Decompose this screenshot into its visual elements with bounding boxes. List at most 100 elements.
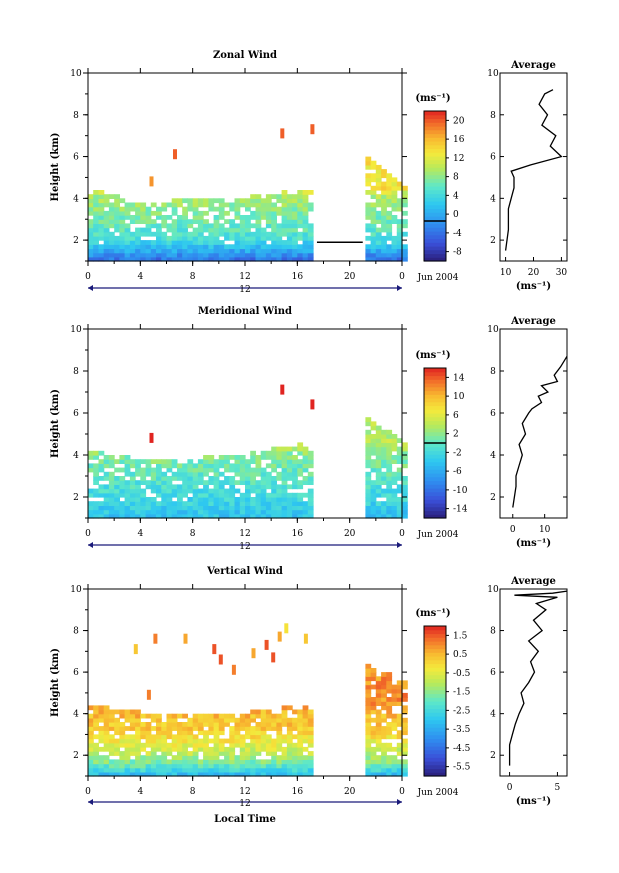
heatmap-cell: [108, 488, 115, 494]
heatmap-cell: [375, 505, 382, 511]
heatmap-cell: [93, 751, 99, 756]
colorbar-segment: [424, 133, 446, 138]
heatmap-cell: [156, 467, 162, 473]
heatmap-cell: [192, 497, 199, 502]
heatmap-cell: [365, 705, 372, 711]
heatmap-cell: [213, 746, 220, 752]
heatmap-cell: [265, 463, 272, 469]
heatmap-cell: [286, 244, 293, 250]
heatmap-cell: [297, 252, 304, 258]
heatmap-cell: [213, 484, 220, 490]
heatmap-cell: [245, 219, 251, 224]
avg-y-tick-label: 6: [490, 153, 496, 163]
heatmap-cell: [292, 505, 298, 511]
heatmap-cell: [208, 492, 215, 498]
colorbar-segment: [424, 242, 446, 247]
heatmap-cell: [276, 459, 283, 464]
heatmap-cell: [119, 509, 126, 515]
heatmap-cell: [145, 471, 152, 477]
heatmap-cell: [108, 194, 115, 199]
heatmap-cell: [103, 722, 110, 727]
heatmap-cell: [140, 742, 147, 748]
heatmap-cell: [365, 688, 372, 694]
x-tick-label: 20: [344, 272, 356, 282]
heatmap-cell: [386, 181, 393, 187]
heatmap-cell: [213, 459, 220, 464]
heatmap-cell: [297, 219, 304, 224]
heatmap-cell: [381, 746, 387, 752]
heatmap-cell: [370, 450, 377, 456]
heatmap-cell: [250, 467, 256, 473]
heatmap-cell: [402, 738, 408, 744]
heatmap-cell: [103, 484, 110, 490]
heatmap-cell: [145, 256, 152, 262]
heatmap-cell: [150, 763, 157, 769]
heatmap-cell: [365, 164, 372, 170]
heatmap-cell: [114, 467, 120, 473]
heatmap-cell: [229, 463, 236, 469]
heatmap-cell: [391, 722, 398, 727]
heatmap-cell: [396, 450, 403, 456]
heatmap-cell: [386, 501, 393, 506]
heatmap-cell: [208, 726, 215, 731]
colorbar-segment: [424, 682, 446, 687]
heatmap-cell: [161, 231, 168, 237]
heatmap-cell: [234, 730, 241, 736]
heatmap-cell: [239, 459, 246, 464]
heatmap-cell: [98, 755, 105, 760]
heatmap-cell: [98, 248, 105, 254]
colorbar-segment: [424, 629, 446, 635]
average-frame: [499, 328, 568, 519]
heatmap-cell: [375, 501, 382, 506]
average-title: Average: [510, 60, 556, 71]
heatmap-cell: [156, 235, 162, 241]
heatmap-cell: [213, 767, 220, 773]
heatmap-cell: [302, 210, 309, 216]
heatmap-cell: [156, 746, 162, 752]
heatmap-cell: [276, 210, 283, 216]
heatmap-cell: [197, 471, 204, 477]
heatmap-cell: [208, 763, 215, 769]
heatmap-cell: [271, 488, 277, 494]
heatmap-cell: [171, 244, 178, 250]
heatmap-cell: [276, 488, 283, 494]
heatmap-cell: [150, 505, 157, 511]
heatmap-cell: [245, 244, 251, 250]
heatmap-cell: [93, 256, 99, 262]
heatmap-cell: [129, 746, 136, 752]
heatmap-cell: [370, 501, 377, 506]
colorbar-segment: [424, 678, 446, 683]
heatmap-cell: [135, 235, 141, 241]
heatmap-cell: [307, 450, 314, 456]
heatmap-cell: [381, 501, 387, 506]
heatmap-cell: [234, 231, 241, 237]
heatmap-cell: [234, 467, 241, 473]
heatmap-cell: [161, 459, 168, 464]
heatmap-cell: [302, 709, 309, 715]
heatmap-cell: [88, 231, 94, 237]
heatmap-cell: [88, 202, 94, 208]
heatmap-cell: [171, 501, 178, 506]
heatmap-cell: [166, 484, 173, 490]
colorbar-segment: [424, 231, 446, 236]
heatmap-cell: [381, 488, 387, 494]
heatmap-cell: [224, 771, 230, 777]
heatmap-cell: [286, 746, 293, 752]
heatmap-cell: [229, 484, 236, 490]
heatmap-cell: [166, 501, 173, 506]
heatmap-cell: [245, 471, 251, 477]
heatmap-cell: [187, 240, 194, 245]
heatmap-cell: [129, 717, 136, 723]
heatmap-cell: [166, 771, 173, 777]
heatmap-cell: [391, 177, 398, 183]
avg-y-tick-label: 10: [487, 585, 499, 595]
heatmap-cell: [108, 709, 115, 715]
heatmap-cell: [391, 219, 398, 224]
heatmap-cell: [396, 746, 403, 752]
heatmap-cell: [297, 194, 304, 199]
heatmap-cell: [229, 751, 236, 756]
heatmap-cell: [276, 730, 283, 736]
colorbar-segment: [424, 182, 446, 187]
heatmap-cell: [93, 746, 99, 752]
heatmap-cell: [140, 480, 147, 485]
